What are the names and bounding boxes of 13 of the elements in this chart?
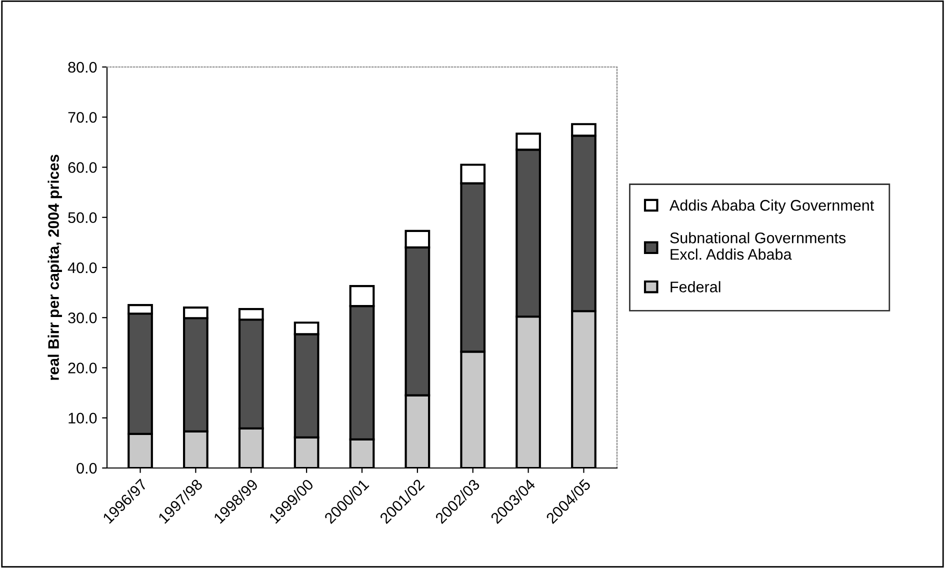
legend-label: Addis Ababa City Government: [669, 200, 874, 214]
y-tick-label: 40.0: [68, 262, 97, 274]
legend-label: Subnational Governments Excl. Addis Ababa: [670, 232, 846, 260]
y-tick-label: 20.0: [68, 362, 97, 374]
y-axis-title: real Birr per capita, 2004 prices: [48, 154, 62, 380]
y-tick-label: 50.0: [68, 212, 97, 224]
y-tick-label: 10.0: [68, 412, 97, 424]
y-tick-label: 80.0: [68, 62, 97, 73]
y-tick-label: 60.0: [68, 162, 97, 173]
legend-label: Federal: [670, 281, 720, 292]
y-tick-label: 30.0: [68, 312, 97, 324]
y-tick-label: 70.0: [68, 112, 97, 123]
y-tick-label: 0.0: [76, 462, 97, 474]
